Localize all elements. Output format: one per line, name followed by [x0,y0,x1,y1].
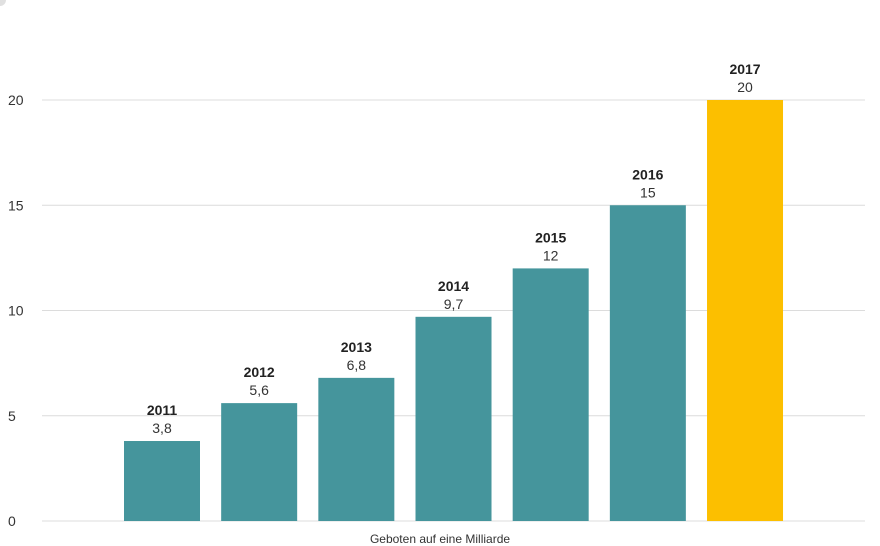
y-tick-label: 10 [8,303,24,319]
y-tick-label: 20 [8,92,24,108]
value-label: 3,8 [152,420,172,436]
value-label: 9,7 [444,296,464,312]
bar-2016 [609,205,686,521]
category-label: 2016 [632,166,663,182]
category-label: 2012 [244,364,275,380]
category-label: 2015 [535,229,566,245]
y-tick-label: 5 [8,408,16,424]
bar-2015 [512,268,589,521]
value-label: 5,6 [249,382,269,398]
value-label: 20 [737,79,753,95]
category-label: 2017 [729,61,760,77]
bar-2011 [124,441,200,521]
corner-decoration [0,0,6,6]
bar-2017 [707,100,784,521]
bar-2012 [221,403,298,521]
category-label: 2011 [147,402,178,418]
value-label: 15 [640,184,656,200]
y-tick-label: 0 [8,513,16,529]
x-axis-title: Geboten auf eine Milliarde [369,532,511,546]
category-label: 2014 [438,278,469,294]
value-label: 12 [543,247,559,263]
bar-2013 [318,377,395,521]
value-label: 6,8 [347,357,367,373]
bar-2014 [415,316,492,521]
y-tick-label: 15 [8,197,24,213]
category-label: 2013 [341,339,372,355]
